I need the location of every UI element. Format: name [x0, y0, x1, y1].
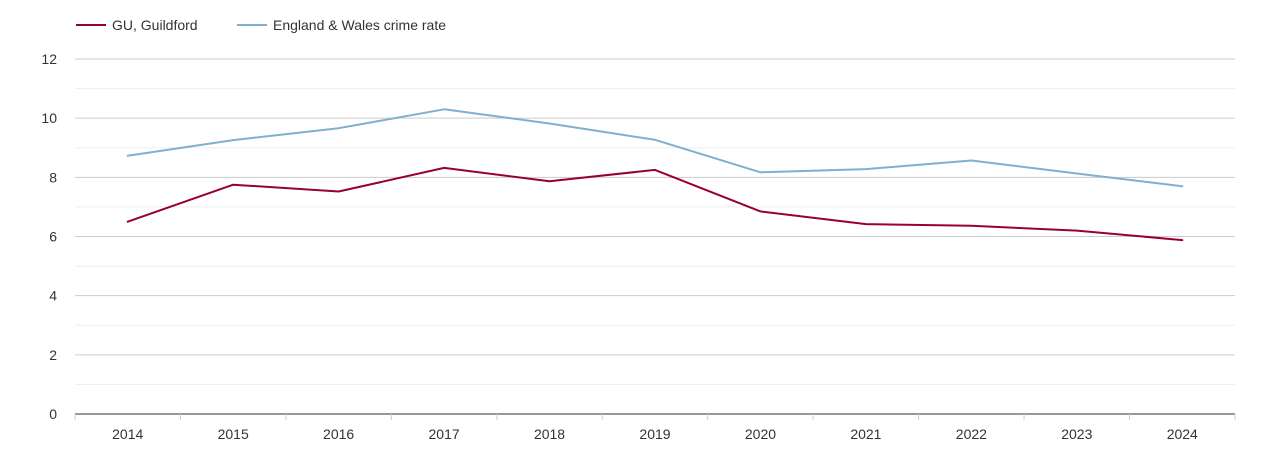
y-tick-label: 2: [49, 347, 57, 363]
x-tick-label: 2023: [1061, 426, 1092, 442]
x-tick-label: 2019: [639, 426, 670, 442]
y-tick-label: 0: [49, 406, 57, 422]
x-tick-label: 2022: [956, 426, 987, 442]
y-tick-label: 8: [49, 169, 57, 185]
x-tick-label: 2017: [429, 426, 460, 442]
x-tick-label: 2014: [112, 426, 143, 442]
series-lines: [126, 108, 1184, 242]
x-tick-label: 2021: [850, 426, 881, 442]
legend-label-england-wales: England & Wales crime rate: [273, 17, 446, 33]
x-tick-label: 2016: [323, 426, 354, 442]
y-tick-label: 10: [41, 110, 57, 126]
x-tick-label: 2018: [534, 426, 565, 442]
legend-item-england-wales[interactable]: England & Wales crime rate: [237, 17, 446, 33]
y-tick-label: 4: [49, 288, 57, 304]
x-axis: 2014 2015 2016 2017 2018 2019 2020 2021 2022 2023…: [74, 413, 1236, 442]
x-tick-label: 2024: [1167, 426, 1198, 442]
y-axis: 0 2 4 6 8 10 12: [41, 51, 57, 422]
series-line-england-wales[interactable]: [126, 108, 1184, 188]
y-tick-label: 12: [41, 51, 57, 67]
legend: GU, Guildford England & Wales crime rate: [76, 17, 446, 33]
gridlines: [75, 58, 1235, 385]
y-tick-label: 6: [49, 229, 57, 245]
legend-item-guildford[interactable]: GU, Guildford: [76, 17, 198, 33]
legend-label-guildford: GU, Guildford: [112, 17, 198, 33]
series-line-guildford[interactable]: [126, 166, 1184, 242]
x-tick-label: 2015: [218, 426, 249, 442]
x-tick-label: 2020: [745, 426, 776, 442]
